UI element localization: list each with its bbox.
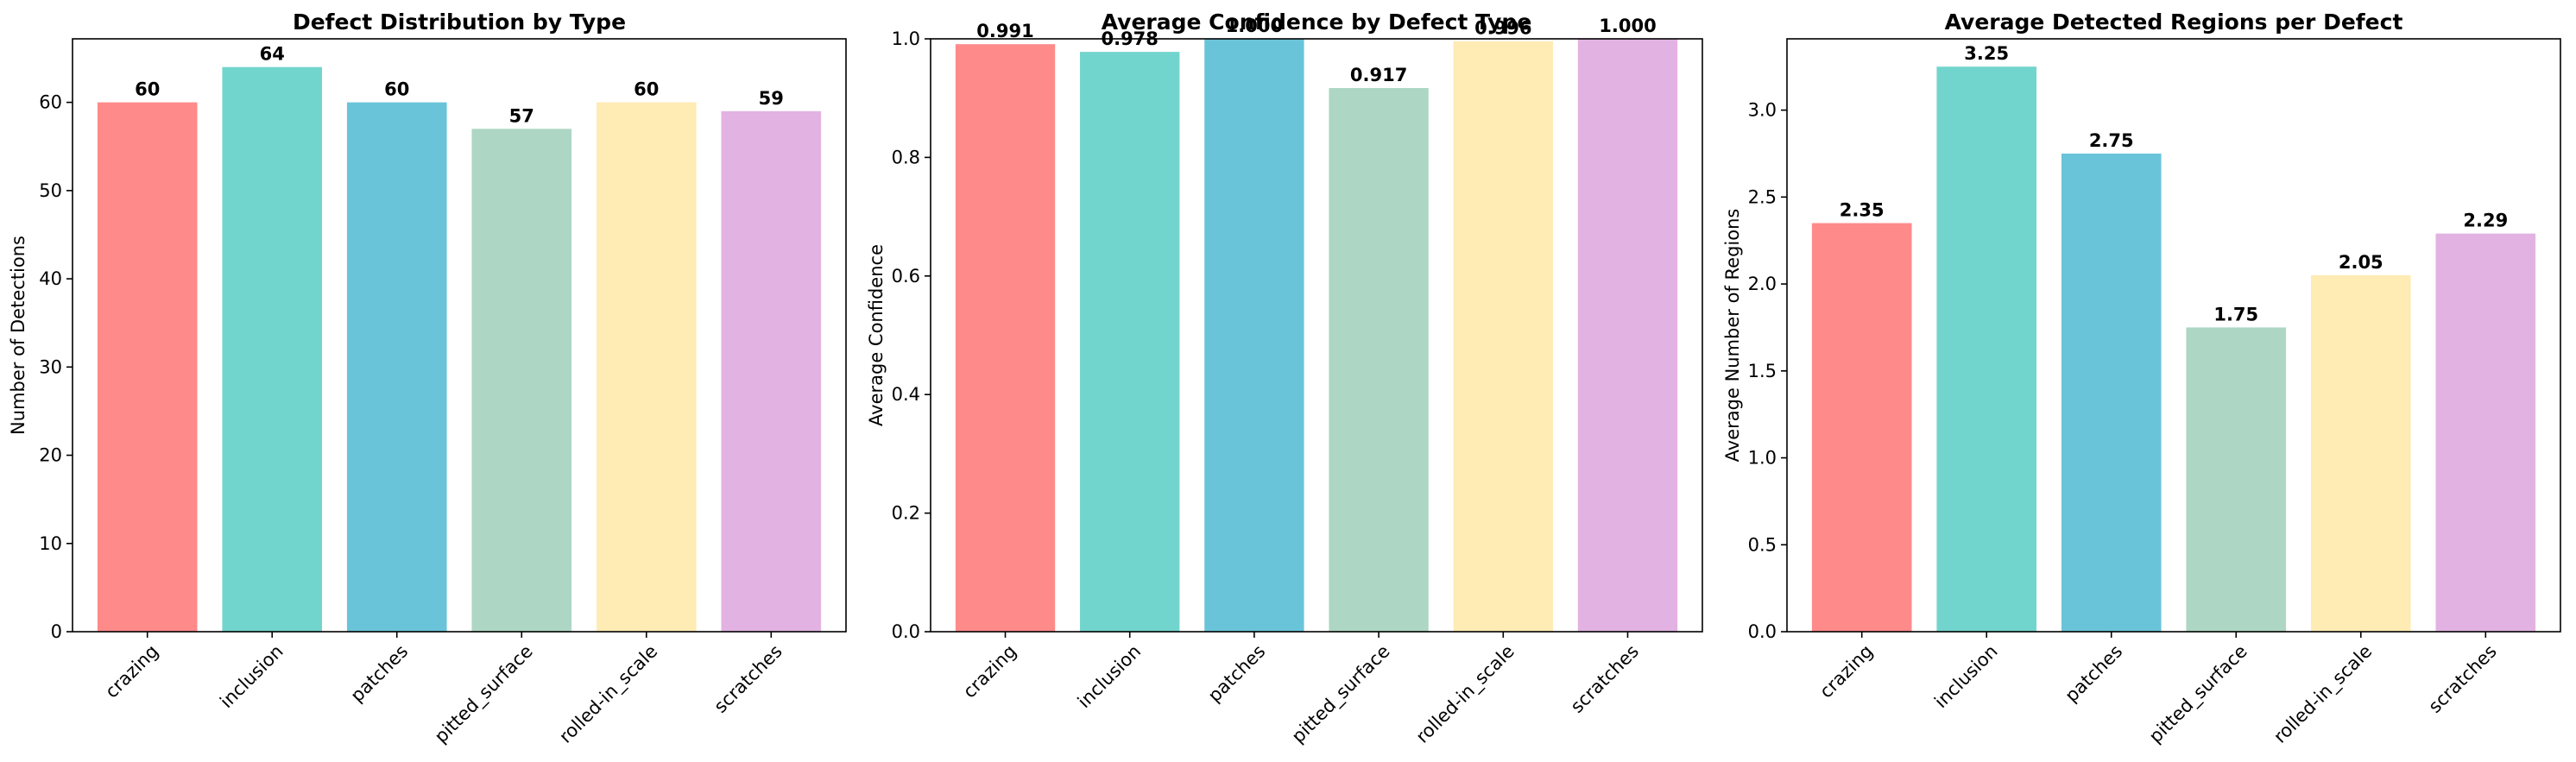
y-tick-label: 20 — [39, 445, 62, 466]
y-tick-label: 0.8 — [892, 147, 920, 167]
bar-crazing — [97, 102, 198, 633]
y-tick-label: 1.0 — [892, 28, 920, 49]
y-tick-label: 0.2 — [892, 503, 920, 524]
x-tick-label: rolled-in_scale — [1412, 641, 1519, 748]
bar-crazing — [1811, 223, 1912, 632]
value-label: 57 — [509, 105, 534, 126]
bar-patches — [1204, 39, 1304, 632]
bar-pitted_surface — [2186, 327, 2287, 632]
y-tick-label: 0.0 — [1748, 621, 1777, 642]
y-tick-label: 10 — [39, 533, 62, 554]
x-tick-label: pitted_surface — [431, 641, 538, 748]
value-label: 1.75 — [2213, 304, 2258, 324]
y-tick-label: 1.0 — [1748, 448, 1777, 469]
value-label: 64 — [260, 44, 285, 65]
value-label: 0.917 — [1350, 65, 1407, 85]
x-tick-label: crazing — [959, 641, 1020, 702]
chart-title: Defect Distribution by Type — [293, 9, 626, 35]
value-label: 1.000 — [1599, 16, 1656, 36]
x-tick-label: pitted_surface — [2145, 641, 2252, 748]
value-label: 2.05 — [2339, 252, 2383, 273]
chart-title: Average Confidence by Defect Type — [1102, 9, 1532, 35]
y-tick-label: 30 — [39, 356, 62, 377]
bar-scratches — [721, 110, 822, 633]
bar-inclusion — [222, 66, 323, 632]
y-tick-label: 0.5 — [1748, 534, 1777, 555]
bar-inclusion — [1936, 66, 2037, 632]
y-axis-label: Number of Detections — [8, 236, 28, 435]
value-label: 2.75 — [2089, 130, 2134, 151]
y-tick-label: 60 — [39, 92, 62, 113]
bar-crazing — [955, 44, 1056, 633]
y-tick-label: 50 — [39, 180, 62, 201]
x-tick-label: inclusion — [1930, 641, 2002, 713]
y-tick-label: 2.0 — [1748, 274, 1777, 294]
bar-rolled-in_scale — [2310, 274, 2411, 632]
y-tick-label: 2.5 — [1748, 186, 1777, 207]
y-axis-label: Average Number of Regions — [1722, 209, 1743, 463]
x-tick-label: crazing — [1815, 641, 1877, 702]
bar-scratches — [1577, 39, 1678, 632]
y-tick-label: 0.6 — [892, 266, 920, 287]
chart-panel-3: 2.35 3.25 2.75 1.75 2.05 2.29 0.0 0.5 1.0 1.5 2.0 2… — [1722, 9, 2561, 748]
axes-frame — [72, 38, 847, 633]
chart-panel-1: 60 64 60 57 60 59 0 10 20 30 40 50 60 crazing inclusio… — [8, 9, 847, 748]
bar-inclusion — [1080, 52, 1180, 632]
bar-patches — [2061, 153, 2162, 632]
axes-frame — [930, 38, 1703, 633]
x-tick-label: rolled-in_scale — [2270, 641, 2377, 748]
y-axis-label: Average Confidence — [866, 244, 887, 426]
value-label: 2.35 — [1840, 200, 1885, 221]
y-tick-label: 0 — [51, 621, 62, 642]
x-tick-label: scratches — [1567, 641, 1643, 717]
bar-rolled-in_scale — [1453, 41, 1553, 633]
x-tick-label: inclusion — [216, 641, 287, 713]
value-label: 2.29 — [2463, 211, 2508, 231]
value-label: 3.25 — [1964, 43, 2009, 64]
bar-scratches — [2435, 233, 2536, 632]
value-label: 0.991 — [976, 21, 1033, 41]
value-label: 60 — [135, 79, 160, 100]
x-tick-label: patches — [1204, 641, 1270, 707]
axes-frame — [1786, 38, 2561, 633]
x-tick-label: patches — [347, 641, 413, 707]
x-tick-label: rolled-in_scale — [555, 641, 662, 748]
value-label: 60 — [634, 79, 659, 100]
value-label: 59 — [759, 88, 784, 109]
bar-patches — [346, 102, 447, 633]
x-tick-label: scratches — [710, 641, 786, 717]
x-tick-label: patches — [2061, 641, 2127, 707]
y-tick-label: 0.4 — [892, 384, 920, 405]
y-tick-label: 0.0 — [892, 621, 920, 642]
x-tick-label: pitted_surface — [1288, 641, 1395, 748]
bar-pitted_surface — [471, 129, 572, 632]
x-tick-label: scratches — [2424, 641, 2500, 717]
bar-pitted_surface — [1329, 88, 1429, 632]
chart-title: Average Detected Regions per Defect — [1945, 9, 2403, 35]
y-tick-label: 3.0 — [1748, 100, 1777, 121]
x-tick-label: crazing — [101, 641, 162, 702]
chart-panel-2: 0.991 0.978 1.000 0.917 0.996 1.000 0.0 0.2 0.4 0… — [866, 9, 1703, 748]
value-label: 0.978 — [1101, 28, 1158, 49]
value-label: 1.000 — [1226, 16, 1283, 36]
bar-rolled-in_scale — [596, 102, 697, 633]
y-tick-label: 1.5 — [1748, 361, 1777, 381]
value-label: 60 — [384, 79, 409, 100]
x-tick-label: inclusion — [1074, 641, 1146, 713]
value-label: 0.996 — [1474, 18, 1531, 39]
y-tick-label: 40 — [39, 268, 62, 289]
